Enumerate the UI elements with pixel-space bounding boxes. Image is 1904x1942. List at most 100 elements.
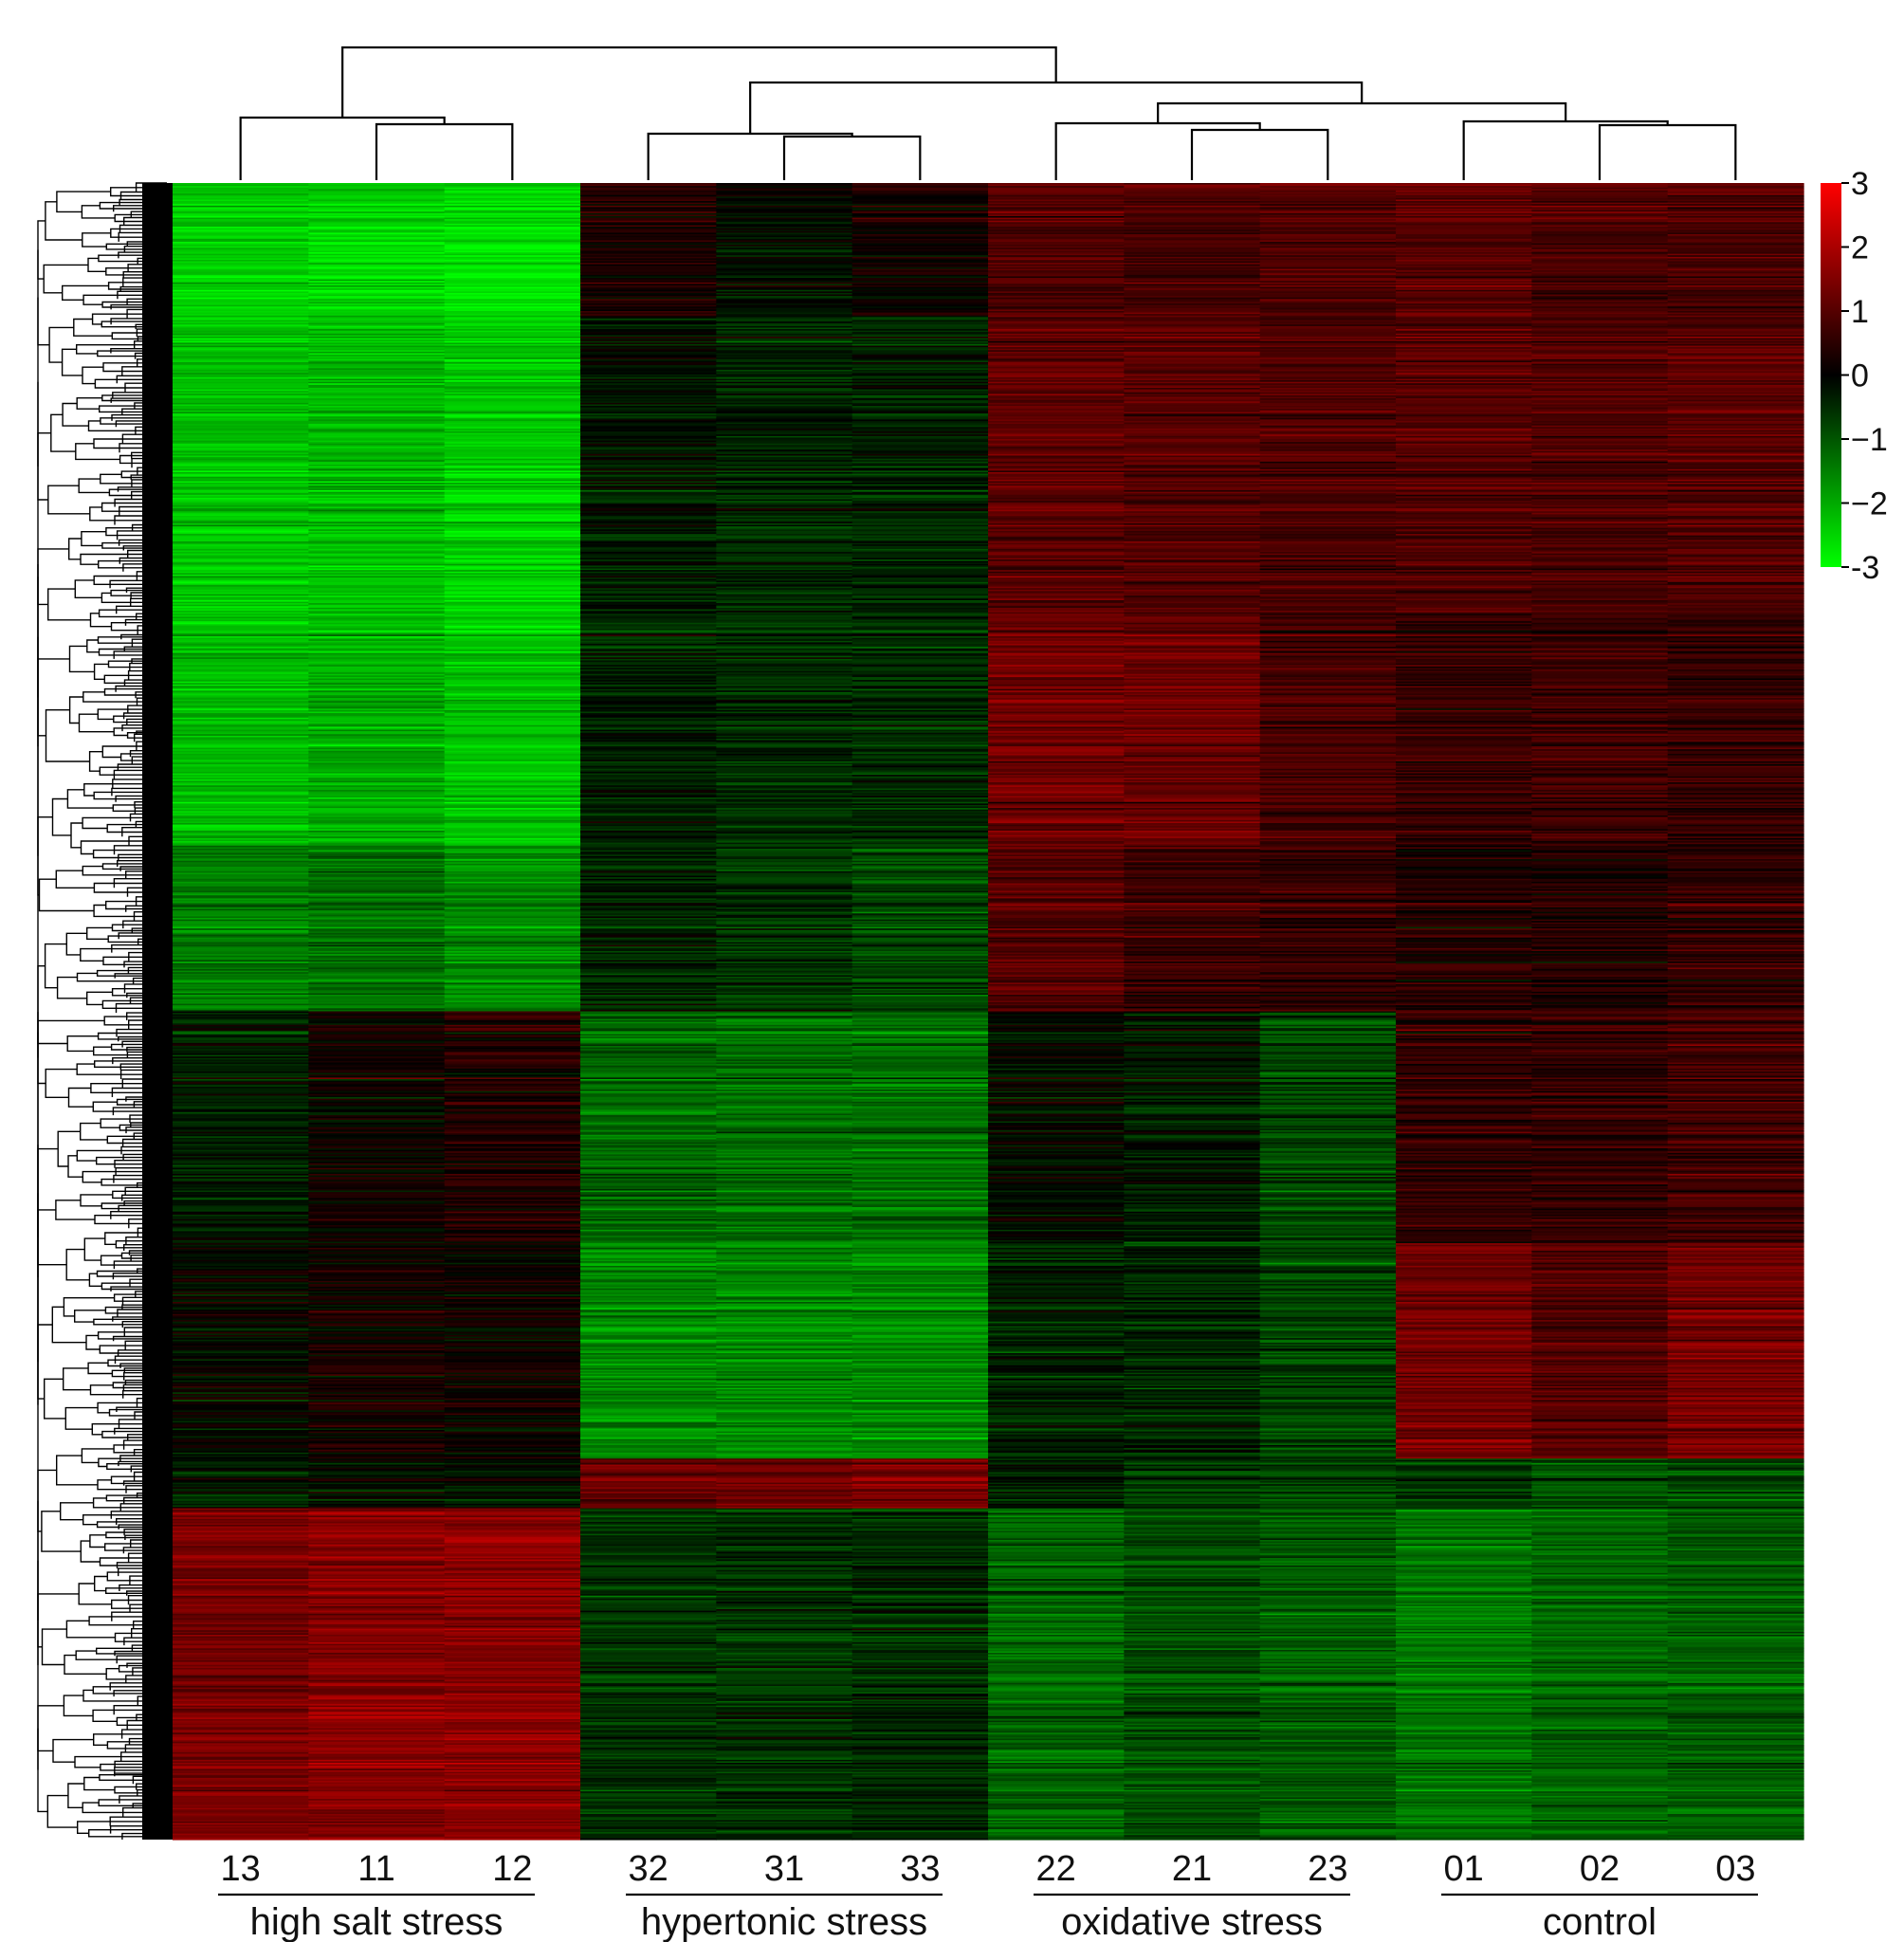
heatmap-cell	[1259, 214, 1397, 217]
heatmap-cell	[851, 381, 989, 384]
heatmap-cell	[851, 640, 989, 643]
heatmap-cell	[1124, 422, 1261, 425]
heatmap-cell	[1259, 804, 1397, 808]
heatmap-cell	[308, 343, 446, 347]
heatmap-cell	[1259, 324, 1397, 327]
heatmap-cell	[1259, 199, 1397, 202]
heatmap-cell	[851, 559, 989, 562]
heatmap-cell	[988, 742, 1125, 745]
heatmap-cell	[988, 476, 1125, 479]
heatmap-cell	[444, 542, 581, 545]
heatmap-cell	[1396, 489, 1532, 493]
heatmap-cell	[580, 449, 717, 452]
heatmap-cell	[1531, 184, 1669, 187]
heatmap-cell	[1124, 650, 1261, 654]
heatmap-cell	[1124, 222, 1261, 225]
heatmap-cell	[173, 488, 309, 491]
heatmap-cell	[173, 255, 309, 258]
heatmap-cell	[444, 752, 581, 755]
heatmap-cell	[716, 250, 853, 253]
heatmap-cell	[1531, 614, 1669, 616]
heatmap-cell	[1124, 704, 1261, 706]
heatmap-cell	[1396, 762, 1532, 765]
heatmap-cell	[1124, 401, 1261, 404]
heatmap-cell	[308, 788, 446, 791]
heatmap-cell	[1531, 765, 1669, 768]
heatmap-cell	[1259, 317, 1397, 320]
heatmap-cell	[1259, 606, 1397, 609]
heatmap-cell	[1396, 246, 1532, 248]
heatmap-cell	[580, 782, 717, 785]
heatmap-cell	[716, 225, 853, 228]
heatmap-cell	[173, 486, 309, 489]
heatmap-cell	[580, 446, 717, 449]
heatmap-cell	[580, 209, 717, 211]
heatmap-cell	[716, 793, 853, 796]
heatmap-cell	[173, 479, 309, 483]
heatmap-cell	[851, 434, 989, 437]
heatmap-cell	[173, 384, 309, 388]
heatmap-cell	[1259, 540, 1397, 542]
heatmap-cell	[851, 632, 989, 634]
heatmap-cell	[716, 627, 853, 630]
heatmap-cell	[580, 796, 717, 798]
heatmap-cell	[716, 559, 853, 562]
heatmap-cell	[580, 601, 717, 604]
heatmap-cell	[1667, 666, 1804, 669]
heatmap-cell	[580, 669, 717, 672]
heatmap-cell	[580, 229, 717, 232]
heatmap-cell	[851, 577, 989, 580]
heatmap-cell	[1259, 529, 1397, 532]
heatmap-cell	[988, 522, 1125, 526]
heatmap-cell	[716, 750, 853, 753]
heatmap-cell	[580, 255, 717, 258]
heatmap-cell	[308, 475, 446, 478]
heatmap-cell	[173, 321, 309, 324]
heatmap-cell	[173, 294, 309, 297]
heatmap-cell	[580, 545, 717, 548]
heatmap-cell	[580, 793, 717, 796]
heatmap-cell	[444, 797, 581, 800]
heatmap-cell	[988, 404, 1125, 407]
heatmap-cell	[580, 552, 717, 555]
heatmap-cell	[1259, 791, 1397, 794]
heatmap-cell	[1667, 693, 1804, 696]
heatmap-cell	[308, 599, 446, 603]
heatmap-cell	[1396, 478, 1532, 481]
heatmap-cell	[716, 443, 853, 446]
heatmap-cell	[851, 303, 989, 306]
heatmap-cell	[988, 717, 1125, 720]
heatmap-cell	[988, 577, 1125, 580]
heatmap-cell	[1259, 530, 1397, 534]
heatmap-cell	[716, 252, 853, 255]
heatmap-cell	[851, 258, 989, 261]
heatmap-cell	[173, 227, 309, 229]
heatmap-cell	[444, 369, 581, 373]
heatmap-cell	[716, 232, 853, 235]
heatmap-cell	[1531, 524, 1669, 527]
heatmap-cell	[1396, 347, 1532, 350]
heatmap-cell	[1396, 300, 1532, 303]
heatmap-cell	[444, 373, 581, 376]
heatmap-cell	[1259, 276, 1397, 279]
heatmap-cell	[1667, 338, 1804, 340]
heatmap-cell	[988, 204, 1125, 207]
heatmap-cell	[580, 371, 717, 374]
heatmap-cell	[444, 406, 581, 409]
heatmap-cell	[308, 617, 446, 621]
heatmap-cell	[851, 363, 989, 366]
heatmap-cell	[444, 314, 581, 317]
heatmap-cell	[1124, 800, 1261, 803]
heatmap-cell	[1531, 205, 1669, 209]
heatmap-cell	[1124, 471, 1261, 475]
heatmap-cell	[308, 391, 446, 394]
heatmap-cell	[716, 488, 853, 491]
heatmap-cell	[580, 410, 717, 413]
heatmap-cell	[1124, 693, 1261, 696]
heatmap-cell	[851, 199, 989, 202]
heatmap-cell	[716, 532, 853, 535]
heatmap-cell	[1667, 307, 1804, 311]
heatmap-cell	[1667, 406, 1804, 409]
heatmap-cell	[308, 527, 446, 530]
